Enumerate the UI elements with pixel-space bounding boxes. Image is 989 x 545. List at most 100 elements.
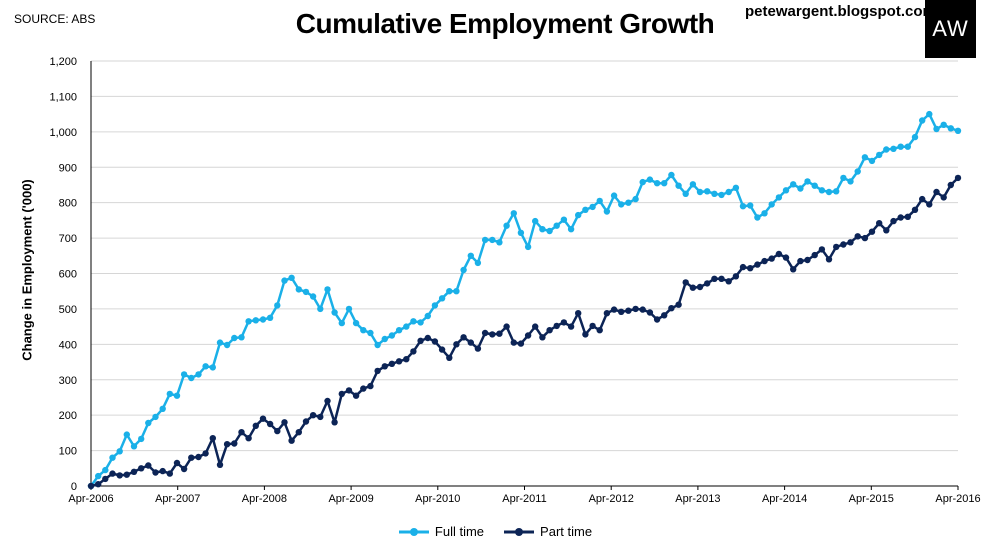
data-point-part-time (632, 305, 639, 313)
brand-logo: AW (925, 0, 976, 58)
data-point-part-time (919, 195, 926, 203)
data-point-part-time (539, 334, 546, 341)
data-point-full-time (876, 151, 883, 159)
data-point-full-time (840, 174, 847, 182)
data-point-full-time (159, 405, 166, 412)
data-point-full-time (302, 288, 310, 296)
data-point-full-time (711, 190, 718, 197)
data-point-full-time (689, 181, 697, 188)
data-point-full-time (775, 194, 783, 201)
data-point-part-time (883, 227, 890, 234)
data-point-part-time (345, 387, 353, 394)
data-point-full-time (345, 305, 353, 313)
data-point-part-time (782, 254, 790, 261)
data-point-part-time (876, 220, 883, 227)
data-point-part-time (302, 418, 310, 425)
data-point-full-time (632, 195, 639, 203)
data-point-full-time (811, 182, 818, 189)
data-point-full-time (725, 188, 732, 196)
data-point-part-time (417, 337, 424, 344)
data-point-full-time (911, 133, 919, 141)
data-point-full-time (696, 188, 704, 196)
x-tick-label: Apr-2010 (415, 493, 460, 505)
data-point-part-time (610, 306, 618, 313)
data-point-part-time (560, 319, 568, 326)
data-point-part-time (790, 266, 797, 273)
data-point-full-time (861, 154, 869, 161)
series-line-full-time (89, 112, 959, 487)
data-point-full-time (646, 176, 654, 183)
data-point-part-time (811, 251, 818, 259)
data-point-part-time (474, 345, 482, 352)
data-point-part-time (317, 413, 324, 421)
data-point-part-time (682, 279, 689, 286)
data-point-part-time (833, 243, 840, 251)
data-point-part-time (517, 340, 525, 347)
data-point-full-time (532, 217, 539, 225)
x-tick-label: Apr-2009 (328, 493, 373, 505)
data-point-full-time (130, 443, 138, 450)
data-point-full-time (410, 318, 417, 325)
data-point-full-time (489, 236, 496, 244)
data-point-full-time (309, 293, 317, 300)
data-point-part-time (890, 217, 897, 225)
data-point-full-time (754, 214, 761, 221)
data-point-part-time (575, 310, 582, 317)
x-tick-label: Apr-2006 (68, 493, 113, 505)
data-point-full-time (166, 390, 173, 398)
data-point-part-time (288, 437, 295, 444)
data-point-part-time (309, 412, 317, 419)
data-point-full-time (825, 188, 833, 196)
data-point-part-time (489, 331, 496, 338)
data-point-part-time (424, 334, 431, 342)
data-point-full-time (589, 203, 596, 211)
legend-swatch-full-time (398, 527, 429, 536)
data-point-part-time (553, 322, 560, 330)
data-point-part-time (188, 454, 195, 461)
data-point-part-time (252, 422, 259, 429)
data-point-part-time (360, 385, 367, 392)
data-point-full-time (904, 143, 911, 150)
data-point-part-time (668, 305, 675, 312)
x-tick-label: Apr-2016 (935, 493, 980, 505)
data-point-part-time (295, 429, 302, 436)
y-tick-label: 300 (59, 375, 77, 387)
data-point-part-time (567, 323, 575, 330)
data-point-part-time (618, 308, 625, 315)
data-point-part-time (718, 275, 725, 282)
data-point-part-time (840, 241, 847, 248)
y-tick-label: 1,200 (49, 56, 77, 68)
data-point-full-time (553, 222, 560, 229)
data-point-full-time (524, 243, 532, 251)
legend-label-part-time: Part time (540, 524, 593, 539)
x-tick-label: Apr-2011 (502, 493, 546, 505)
data-point-part-time (725, 278, 732, 285)
data-point-part-time (797, 257, 804, 265)
data-point-full-time (546, 227, 553, 235)
x-tick-label: Apr-2008 (242, 493, 287, 505)
y-tick-label: 500 (59, 304, 77, 316)
data-point-full-time (438, 295, 446, 302)
y-tick-label: 0 (71, 481, 77, 493)
data-point-full-time (395, 327, 403, 334)
data-point-part-time (109, 470, 116, 477)
y-tick-label: 1,000 (49, 127, 77, 139)
data-point-part-time (825, 256, 833, 263)
data-point-full-time (288, 274, 295, 281)
chart-title: Cumulative Employment Growth (295, 8, 715, 39)
data-point-part-time (732, 273, 740, 280)
data-point-full-time (940, 121, 947, 128)
data-point-part-time (102, 475, 109, 483)
x-tick-label: Apr-2013 (675, 493, 720, 505)
data-point-full-time (474, 259, 482, 267)
data-point-part-time (446, 354, 453, 361)
chart-legend: Full time Part time (0, 524, 989, 539)
data-point-full-time (216, 339, 224, 346)
blog-url: petewargent.blogspot.com (745, 3, 936, 20)
data-point-part-time (589, 322, 596, 330)
data-point-part-time (711, 275, 718, 282)
data-point-part-time (338, 390, 345, 398)
data-point-full-time (374, 341, 381, 349)
data-point-part-time (152, 469, 159, 476)
